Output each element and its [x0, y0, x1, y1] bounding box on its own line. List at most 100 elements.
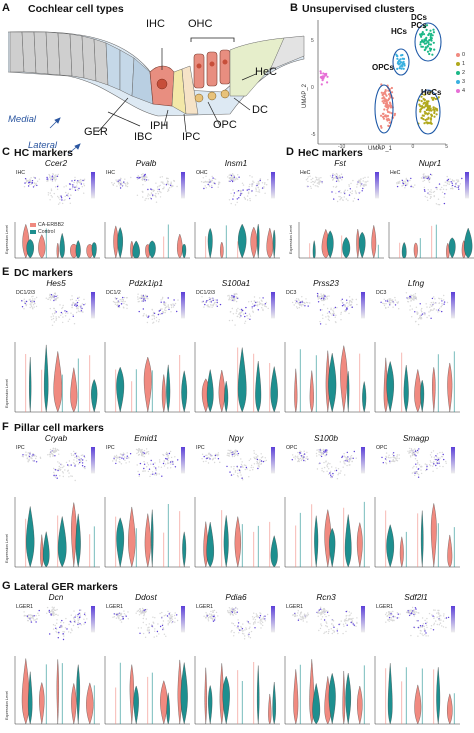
feature-point	[154, 630, 156, 632]
violin	[312, 683, 321, 725]
umap-point	[432, 31, 435, 34]
feature-point	[433, 456, 435, 458]
feature-point	[345, 622, 347, 624]
feature-point	[212, 611, 214, 613]
feature-point	[264, 457, 266, 459]
feature-point	[323, 297, 325, 299]
feature-point	[446, 179, 448, 182]
feature-point	[436, 623, 438, 626]
feature-point	[36, 184, 38, 187]
feature-point	[147, 470, 150, 473]
feature-point	[391, 453, 394, 455]
feature-point	[28, 181, 31, 184]
feature-point	[141, 450, 144, 453]
violin	[250, 226, 258, 259]
feature-point	[425, 622, 427, 625]
feature-point	[321, 467, 323, 470]
feature-point	[410, 449, 413, 452]
feature-point	[49, 611, 52, 613]
feature-point	[427, 177, 429, 180]
feature-point	[318, 463, 320, 465]
feature-point	[414, 311, 416, 313]
feature-point	[74, 616, 76, 618]
feature-point	[139, 610, 142, 613]
feature-point	[342, 199, 344, 202]
feature-point	[340, 300, 342, 302]
feature-point	[256, 458, 259, 461]
umap-point	[426, 40, 429, 43]
feature-point	[417, 612, 419, 614]
umap-point	[388, 104, 391, 107]
panel-a-title: Cochlear cell types	[28, 3, 124, 15]
feature-point	[326, 465, 328, 467]
feature-point	[207, 305, 210, 308]
feature-point	[77, 623, 79, 626]
feature-point	[245, 628, 248, 630]
feature-point	[419, 629, 422, 632]
feature-point	[209, 458, 211, 460]
feature-point	[347, 458, 349, 461]
feature-point	[239, 190, 242, 193]
violin	[387, 663, 393, 725]
feature-point	[62, 633, 64, 635]
feature-point	[350, 300, 352, 302]
feature-point	[176, 619, 179, 622]
feature-point	[143, 613, 145, 615]
feature-point	[385, 463, 388, 465]
feature-point	[159, 309, 161, 311]
feature-point	[264, 615, 266, 617]
panel-c-title: HC markers	[14, 147, 73, 159]
feature-point	[202, 177, 204, 179]
feature-point	[350, 612, 352, 614]
feature-point	[119, 187, 122, 189]
violin-legend-item: CA-ERBB2	[30, 222, 64, 228]
feature-point	[428, 464, 431, 466]
feature-point	[438, 183, 441, 185]
feature-point	[415, 466, 418, 468]
feature-umap	[396, 172, 469, 206]
feature-point	[112, 184, 115, 186]
umap-point	[321, 75, 324, 78]
cell-type-label: DC3	[286, 290, 297, 296]
feature-point	[230, 311, 232, 313]
umap-point	[419, 108, 422, 111]
feature-point	[215, 611, 218, 614]
feature-point	[122, 452, 125, 454]
feature-point	[240, 466, 242, 468]
feature-point	[326, 307, 329, 310]
gene-name: Prss23	[313, 278, 339, 288]
umap-point	[432, 28, 435, 31]
violin-plot	[104, 342, 190, 413]
feature-point	[301, 617, 303, 619]
umap-point	[324, 73, 327, 76]
feature-point	[173, 179, 175, 182]
feature-point	[390, 302, 392, 304]
feature-point	[349, 188, 351, 190]
umap-point	[390, 112, 393, 115]
feature-point	[332, 311, 335, 313]
umap-point	[380, 91, 383, 94]
umap-point	[400, 54, 403, 57]
feature-point	[81, 462, 84, 464]
y-axis-label: Expression Level	[289, 225, 293, 254]
feature-point	[139, 176, 141, 179]
feature-point	[261, 456, 264, 458]
feature-point	[46, 176, 48, 179]
feature-point	[214, 299, 216, 301]
feature-point	[442, 626, 445, 628]
umap-y-label: UMAP_2	[302, 83, 308, 108]
feature-point	[210, 616, 212, 618]
umap-point	[381, 112, 385, 115]
feature-point	[55, 627, 57, 629]
feature-point	[47, 179, 49, 182]
panel-letter-c: C	[2, 146, 10, 158]
feature-point	[207, 620, 210, 622]
feature-point	[427, 189, 429, 191]
feature-point	[117, 301, 119, 303]
feature-point	[149, 194, 151, 196]
feature-point	[30, 304, 32, 306]
feature-point	[233, 176, 235, 178]
feature-point	[430, 625, 433, 627]
label-ger: GER	[84, 126, 108, 138]
feature-point	[70, 614, 72, 616]
